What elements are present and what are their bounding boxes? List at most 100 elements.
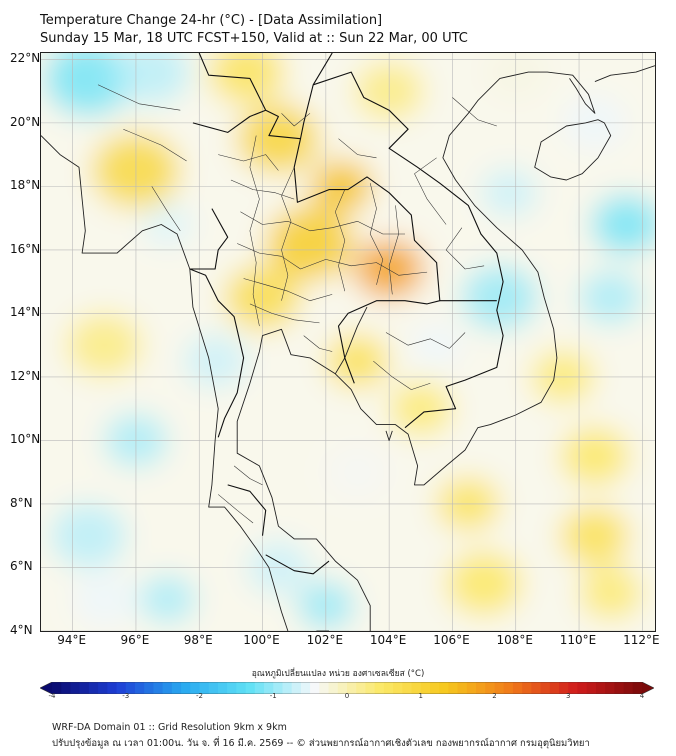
country-border bbox=[198, 53, 441, 384]
colorbar-step bbox=[199, 682, 210, 694]
colorbar-step bbox=[282, 682, 293, 694]
province-border bbox=[249, 135, 260, 327]
title-line-1: Temperature Change 24-hr (°C) - [Data As… bbox=[40, 13, 383, 28]
colorbar-step bbox=[503, 682, 514, 694]
province-border bbox=[123, 128, 187, 162]
colorbar-step bbox=[88, 682, 99, 694]
colorbar-step bbox=[595, 682, 606, 694]
latitude-label: 14°N bbox=[10, 305, 41, 320]
temperature-anomaly-29 bbox=[560, 506, 630, 566]
province-border bbox=[97, 84, 181, 111]
province-border bbox=[335, 189, 346, 292]
colorbar-step bbox=[254, 682, 265, 694]
temperature-anomaly-15 bbox=[72, 572, 136, 627]
longitude-label: 108°E bbox=[496, 633, 533, 647]
province-border bbox=[385, 332, 466, 349]
province-border bbox=[243, 278, 333, 301]
province-border bbox=[218, 154, 279, 171]
temperature-anomaly-11 bbox=[142, 202, 193, 247]
colorbar-step bbox=[586, 682, 597, 694]
province-border bbox=[218, 494, 254, 524]
colorbar-step bbox=[420, 682, 431, 694]
temperature-anomaly-0 bbox=[44, 53, 133, 117]
colorbar-step bbox=[264, 682, 274, 694]
temperature-anomaly-24 bbox=[591, 194, 655, 255]
province-border bbox=[281, 167, 295, 301]
temperature-anomaly-27 bbox=[560, 426, 630, 486]
colorbar-step bbox=[70, 682, 81, 694]
colorbar-step bbox=[439, 682, 450, 694]
temperature-anomaly-16 bbox=[139, 575, 197, 624]
country-border bbox=[189, 268, 245, 438]
colorbar-step bbox=[605, 682, 615, 694]
colorbar-step bbox=[337, 682, 348, 694]
province-border bbox=[445, 227, 485, 270]
colorbar-step bbox=[162, 682, 173, 694]
province-border bbox=[303, 335, 333, 352]
colorbar-label: อุณหภูมิเปลี่ยนแปลง หน่วย องศาเซลเซียส (… bbox=[251, 669, 425, 679]
province-border bbox=[233, 465, 263, 486]
province-border bbox=[249, 303, 320, 324]
colorbar-tick-label: -1 bbox=[269, 692, 277, 700]
colorbar-step bbox=[429, 682, 440, 694]
colorbar-step bbox=[577, 682, 588, 694]
colorbar-step bbox=[411, 682, 422, 694]
colorbar-tick-label: 3 bbox=[566, 692, 571, 700]
temperature-anomaly-22 bbox=[480, 168, 538, 217]
province-border bbox=[151, 186, 181, 231]
country-border bbox=[192, 109, 266, 133]
colorbar-step bbox=[485, 682, 496, 694]
colorbar-step bbox=[236, 682, 247, 694]
province-border bbox=[373, 360, 431, 390]
colorbar-step bbox=[328, 682, 339, 694]
province-border bbox=[281, 113, 311, 127]
province-border bbox=[240, 211, 405, 235]
province-border bbox=[338, 138, 377, 159]
colorbar bbox=[39, 679, 655, 703]
temperature-anomaly-19 bbox=[325, 445, 390, 500]
colorbar-tick-label: -2 bbox=[196, 692, 203, 700]
longitude-label: 106°E bbox=[433, 633, 470, 647]
colorbar-step bbox=[79, 682, 90, 694]
colorbar-step bbox=[374, 682, 385, 694]
coastline bbox=[385, 430, 393, 441]
colorbar-step bbox=[549, 682, 560, 694]
longitude-label: 96°E bbox=[120, 633, 150, 647]
colorbar-step bbox=[365, 682, 376, 694]
colorbar-step bbox=[291, 682, 302, 694]
temperature-anomaly-30 bbox=[446, 551, 523, 616]
temperature-anomaly-12 bbox=[183, 334, 247, 388]
country-border bbox=[189, 208, 229, 270]
temperature-field bbox=[41, 53, 655, 631]
latitude-label: 16°N bbox=[10, 241, 41, 256]
country-border bbox=[299, 53, 333, 139]
temperature-anomaly-32 bbox=[66, 312, 143, 378]
coastline bbox=[41, 135, 289, 631]
longitude-label: 110°E bbox=[559, 633, 597, 647]
latitude-label: 12°N bbox=[10, 368, 41, 383]
colorbar-step bbox=[61, 682, 72, 694]
temperature-anomaly-3 bbox=[237, 103, 320, 174]
colorbar-step bbox=[153, 682, 164, 694]
map-canvas bbox=[41, 53, 655, 631]
temperature-anomaly-31 bbox=[579, 565, 643, 620]
colorbar-step bbox=[116, 682, 127, 694]
colorbar-step bbox=[466, 682, 477, 694]
country-border bbox=[227, 484, 267, 536]
colorbar-step bbox=[457, 682, 468, 694]
temperature-anomaly-9 bbox=[325, 334, 390, 388]
colorbar-step bbox=[448, 682, 459, 694]
colorbar-tick-label: 2 bbox=[492, 692, 497, 700]
colorbar-step bbox=[540, 682, 551, 694]
temperature-anomaly-1 bbox=[113, 53, 190, 105]
latitude-label: 8°N bbox=[10, 495, 33, 510]
colorbar-step bbox=[98, 682, 108, 694]
colorbar-step bbox=[144, 682, 155, 694]
temperature-change-map bbox=[40, 52, 656, 632]
colorbar-step bbox=[181, 682, 191, 694]
colorbar-step bbox=[125, 682, 136, 694]
province-border bbox=[414, 157, 447, 225]
colorbar-step bbox=[310, 682, 320, 694]
colorbar-step bbox=[300, 682, 311, 694]
colorbar-step bbox=[171, 682, 182, 694]
